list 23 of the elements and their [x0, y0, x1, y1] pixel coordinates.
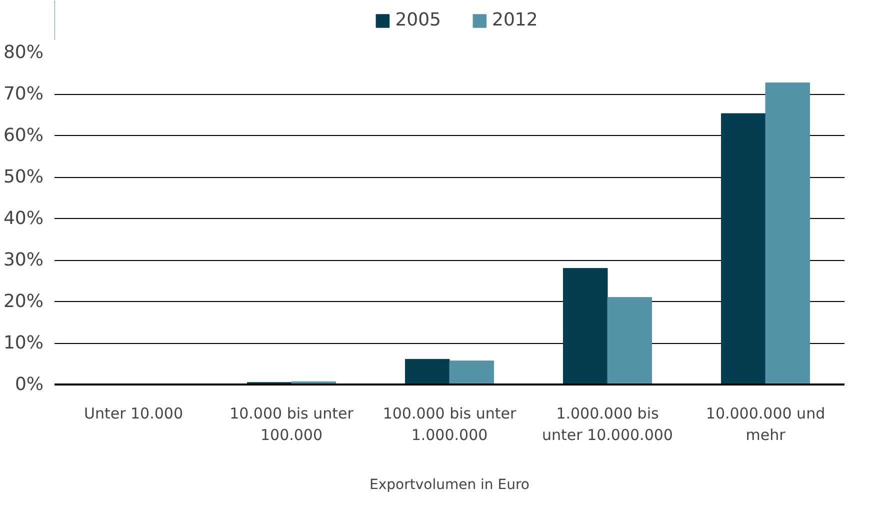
- x-tick-label: 100.000 bis unter 1.000.000: [382, 404, 518, 444]
- y-tick-label: 40%: [3, 208, 44, 229]
- y-tick-label: 70%: [3, 84, 44, 104]
- legend-label: 2012: [492, 10, 538, 30]
- bar: [607, 297, 652, 384]
- y-tick-label: 0%: [14, 374, 44, 395]
- y-tick-label: 80%: [3, 42, 44, 63]
- legend-label: 2005: [395, 10, 441, 30]
- bar: [765, 82, 810, 384]
- x-tick-label: Unter 10.000: [84, 404, 184, 422]
- y-tick-label: 50%: [3, 166, 44, 188]
- y-tick-label: 20%: [3, 291, 44, 312]
- y-tick-label: 60%: [3, 125, 44, 146]
- bar: [405, 358, 450, 384]
- x-tick-label: 1.000.000 bis unter 10.000.000: [542, 404, 673, 444]
- x-axis-title: Exportvolumen in Euro: [370, 477, 530, 494]
- y-tick-label: 30%: [3, 250, 44, 270]
- bar: [721, 113, 766, 384]
- x-tick-label: 10.000.000 und mehr: [706, 404, 826, 444]
- bar: [563, 268, 608, 384]
- x-tick-label: 10.000 bis unter 100.000: [230, 404, 354, 444]
- y-tick-label: 10%: [3, 332, 44, 354]
- bar: [449, 360, 494, 384]
